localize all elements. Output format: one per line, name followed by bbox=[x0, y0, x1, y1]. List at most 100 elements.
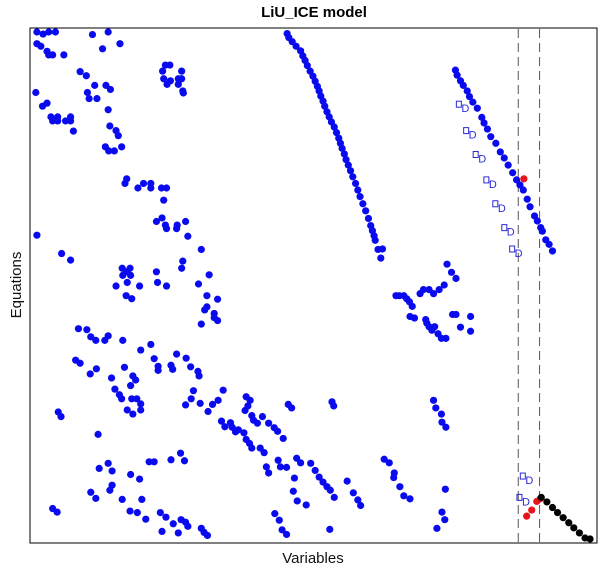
svg-text:D: D bbox=[507, 227, 515, 239]
data-point bbox=[293, 497, 301, 505]
data-point bbox=[274, 456, 282, 464]
data-point bbox=[194, 280, 203, 288]
data-point bbox=[538, 227, 546, 235]
data-point bbox=[332, 129, 341, 137]
data-point bbox=[158, 214, 166, 222]
data-point bbox=[390, 473, 398, 482]
data-point bbox=[94, 430, 102, 438]
data-point bbox=[195, 372, 203, 380]
data-point bbox=[33, 28, 41, 36]
data-point bbox=[145, 458, 153, 466]
separators bbox=[517, 29, 541, 542]
data-point bbox=[92, 365, 100, 373]
data-point bbox=[362, 207, 370, 215]
data-point bbox=[343, 477, 351, 485]
data-point bbox=[95, 464, 103, 473]
data-point bbox=[153, 278, 162, 287]
tail-point bbox=[543, 498, 551, 506]
data-point bbox=[480, 119, 488, 127]
data-point bbox=[385, 459, 393, 467]
data-point bbox=[273, 427, 282, 435]
data-point bbox=[197, 245, 205, 254]
data-point bbox=[351, 179, 360, 188]
data-point bbox=[158, 67, 167, 75]
data-point bbox=[33, 231, 41, 239]
data-point bbox=[408, 302, 416, 310]
data-point bbox=[43, 99, 51, 107]
data-point bbox=[349, 173, 357, 181]
data-point bbox=[135, 282, 144, 290]
data-point bbox=[234, 426, 242, 434]
data-point bbox=[76, 68, 84, 76]
data-point bbox=[378, 245, 387, 253]
data-point bbox=[49, 117, 57, 125]
data-point bbox=[127, 470, 135, 479]
tail-point bbox=[537, 493, 545, 501]
data-point bbox=[91, 81, 99, 89]
data-point bbox=[127, 271, 135, 279]
data-point bbox=[174, 80, 182, 88]
data-point bbox=[174, 529, 182, 537]
data-point bbox=[221, 423, 229, 431]
data-point bbox=[307, 459, 315, 467]
data-point bbox=[49, 51, 57, 59]
data-point bbox=[178, 75, 186, 83]
data-point bbox=[326, 486, 334, 494]
derivative-marker: D bbox=[501, 224, 515, 239]
data-point bbox=[181, 518, 190, 526]
data-point bbox=[85, 94, 93, 103]
data-point bbox=[189, 387, 198, 395]
data-point bbox=[311, 466, 319, 475]
data-point bbox=[435, 285, 443, 294]
data-point bbox=[338, 144, 346, 152]
data-point bbox=[440, 281, 448, 289]
data-point bbox=[371, 236, 379, 244]
data-point bbox=[32, 88, 40, 97]
data-point bbox=[173, 350, 181, 358]
data-point bbox=[60, 51, 68, 59]
data-point bbox=[321, 102, 329, 110]
data-point bbox=[452, 274, 460, 283]
data-point bbox=[410, 314, 419, 322]
data-point bbox=[400, 492, 408, 500]
data-point bbox=[116, 40, 124, 48]
highlight-point bbox=[528, 506, 536, 514]
data-point bbox=[203, 292, 211, 300]
data-point bbox=[39, 30, 47, 38]
x-axis-label: Variables bbox=[282, 550, 343, 567]
data-point bbox=[330, 123, 338, 131]
data-point bbox=[292, 42, 300, 50]
data-point bbox=[128, 295, 136, 303]
data-point bbox=[253, 419, 261, 427]
derivative-marker: D bbox=[463, 127, 477, 142]
data-point bbox=[142, 515, 150, 523]
data-point bbox=[275, 516, 283, 524]
highlight-point bbox=[520, 175, 528, 183]
data-point bbox=[241, 406, 249, 415]
data-point bbox=[88, 30, 97, 39]
data-point bbox=[213, 295, 222, 303]
data-point bbox=[169, 520, 177, 528]
data-point bbox=[104, 28, 112, 36]
data-point bbox=[459, 81, 467, 89]
data-point bbox=[123, 406, 131, 414]
chart-title: LiU_ICE model bbox=[261, 4, 367, 21]
data-point bbox=[150, 458, 158, 466]
data-point bbox=[66, 117, 75, 125]
data-point bbox=[133, 395, 141, 403]
data-point bbox=[380, 455, 388, 463]
svg-text:D: D bbox=[478, 153, 486, 165]
data-point bbox=[135, 475, 144, 483]
data-point bbox=[290, 474, 299, 482]
data-point bbox=[219, 386, 227, 394]
data-point bbox=[441, 485, 449, 493]
data-point bbox=[106, 122, 114, 130]
data-point bbox=[278, 526, 286, 534]
data-point bbox=[162, 184, 171, 192]
data-point bbox=[288, 404, 296, 412]
data-point bbox=[180, 457, 189, 465]
data-point bbox=[359, 200, 367, 208]
data-point bbox=[128, 395, 136, 403]
derivative-marker: D bbox=[516, 493, 530, 508]
